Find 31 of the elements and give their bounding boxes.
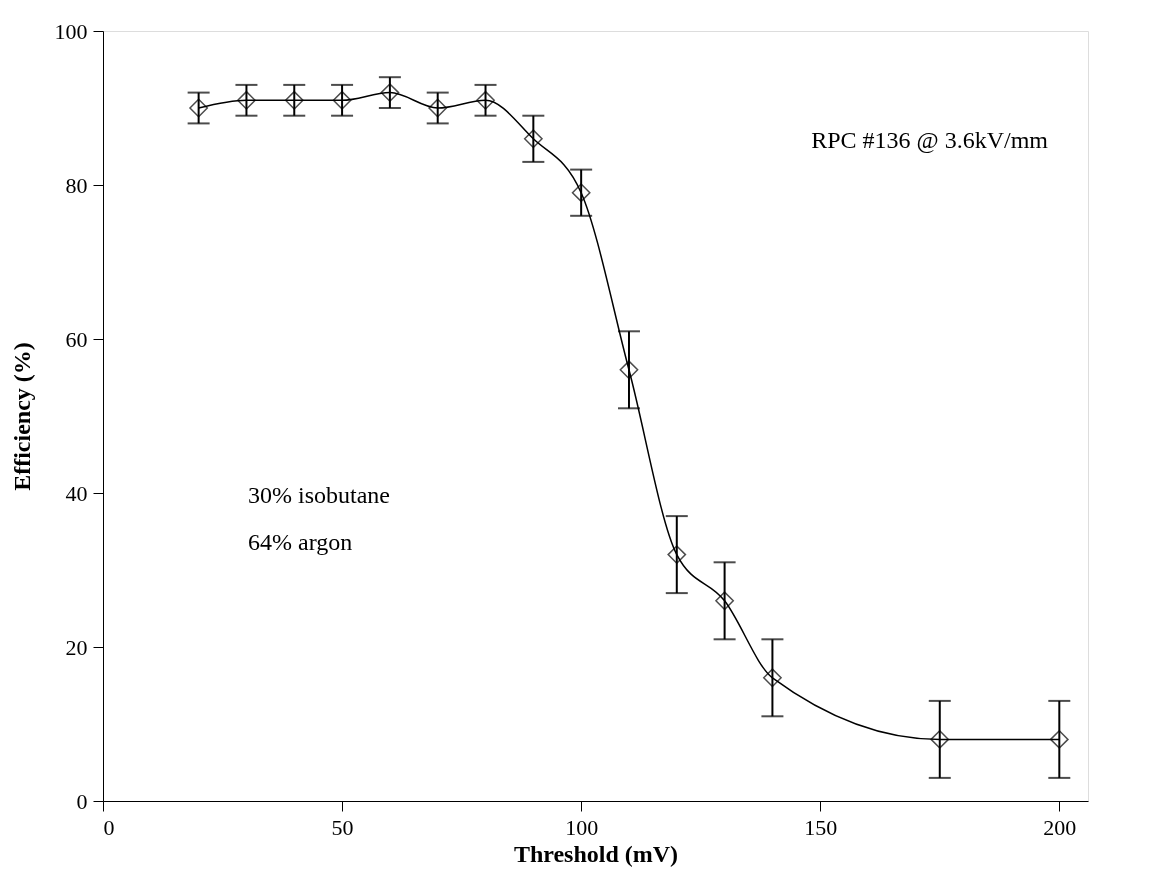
x-tick-label: 150 <box>804 814 838 840</box>
point <box>1049 729 1069 749</box>
y-tick-label: 100 <box>54 18 88 44</box>
annotation: RPC #136 @ 3.6kV/mm <box>811 127 1049 153</box>
x-tick-label: 0 <box>103 814 115 840</box>
x-tick-label: 100 <box>565 814 599 840</box>
annotation: 64% argon <box>248 529 353 555</box>
point <box>476 90 495 110</box>
point <box>930 729 950 749</box>
point <box>715 591 735 611</box>
point <box>284 90 304 110</box>
y-tick-label: 20 <box>65 634 88 660</box>
y-axis-title: Efficiency (%) <box>8 342 35 491</box>
point <box>619 360 639 380</box>
point <box>523 129 543 149</box>
y-tick-label: 60 <box>65 326 88 352</box>
y-tick-label: 40 <box>65 480 88 506</box>
y-tick-label: 80 <box>65 172 88 198</box>
x-tick-label: 200 <box>1043 814 1077 840</box>
point <box>380 83 400 103</box>
x-axis-title: Threshold (mV) <box>513 840 679 867</box>
point <box>763 668 782 688</box>
point <box>332 90 352 110</box>
point <box>571 183 591 203</box>
x-tick-label: 50 <box>331 814 354 840</box>
point <box>237 90 256 110</box>
point <box>667 545 687 565</box>
point <box>428 98 448 118</box>
point <box>189 98 209 118</box>
y-tick-label: 0 <box>76 788 88 814</box>
annotation: 30% isobutane <box>248 482 390 508</box>
